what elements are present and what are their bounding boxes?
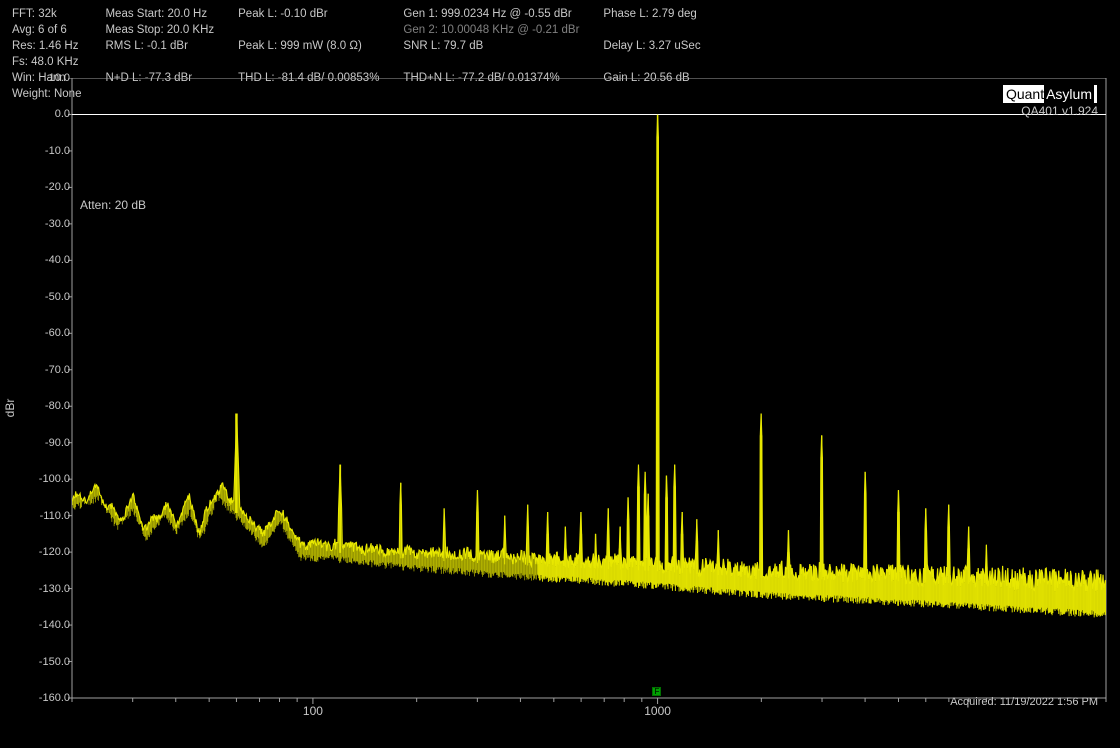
hdr-gen2: Gen 2: 10.00048 KHz @ -0.21 dBr [403, 22, 579, 38]
y-tick-label: -150.0 [39, 656, 70, 668]
hdr-res: Res: 1.46 Hz [12, 38, 81, 54]
y-tick-label: -130.0 [39, 583, 70, 595]
y-tick-label: -80.0 [45, 400, 70, 412]
hdr-peak-mw: Peak L: 999 mW (8.0 Ω) [238, 38, 379, 54]
brand-right: Asylum [1044, 85, 1094, 103]
brand-left: Quant [1006, 86, 1044, 102]
y-tick-label: -60.0 [45, 327, 70, 339]
hdr-delay: Delay L: 3.27 uSec [603, 38, 700, 54]
hdr-rms: RMS L: -0.1 dBr [105, 38, 214, 54]
y-tick-label: -120.0 [39, 546, 70, 558]
y-tick-label: -140.0 [39, 619, 70, 631]
y-tick-label: -100.0 [39, 473, 70, 485]
y-axis-label: dBr [3, 399, 17, 418]
x-tick-label: 100 [303, 704, 323, 718]
hdr-fs: Fs: 48.0 KHz [12, 54, 81, 70]
brand-logo: QuantAsylum [1002, 84, 1098, 104]
y-tick-label: 0.0 [55, 108, 70, 120]
fundamental-marker-icon: F [652, 687, 661, 696]
y-tick-label: -20.0 [45, 181, 70, 193]
hdr-meas-start: Meas Start: 20.0 Hz [105, 6, 214, 22]
y-tick-label: -40.0 [45, 254, 70, 266]
spectrum-svg [24, 78, 1112, 738]
y-tick-label: -160.0 [39, 692, 70, 704]
y-tick-label: -110.0 [40, 510, 70, 522]
atten-label: Atten: 20 dB [80, 198, 146, 212]
y-tick-label: -70.0 [45, 364, 70, 376]
hdr-meas-stop: Meas Stop: 20.0 KHz [105, 22, 214, 38]
hdr-avg: Avg: 6 of 6 [12, 22, 81, 38]
hdr-phase: Phase L: 2.79 deg [603, 6, 700, 22]
brand-version: QA401 v1.924 [1021, 104, 1098, 118]
y-tick-label: -90.0 [45, 437, 70, 449]
hdr-snr: SNR L: 79.7 dB [403, 38, 579, 54]
spectrum-chart: dBr 10.00.0-10.0-20.0-30.0-40.0-50.0-60.… [24, 78, 1112, 738]
y-tick-label: -30.0 [45, 218, 70, 230]
y-tick-label: -10.0 [45, 145, 70, 157]
y-tick-label: -50.0 [45, 291, 70, 303]
x-tick-label: 1000 [644, 704, 671, 718]
hdr-fft: FFT: 32k [12, 6, 81, 22]
hdr-peak-dbr: Peak L: -0.10 dBr [238, 6, 379, 22]
hdr-gen1: Gen 1: 999.0234 Hz @ -0.55 dBr [403, 6, 579, 22]
acquired-label: Acquired: 11/19/2022 1:56 PM [950, 696, 1098, 708]
y-tick-label: 10.0 [49, 72, 70, 84]
